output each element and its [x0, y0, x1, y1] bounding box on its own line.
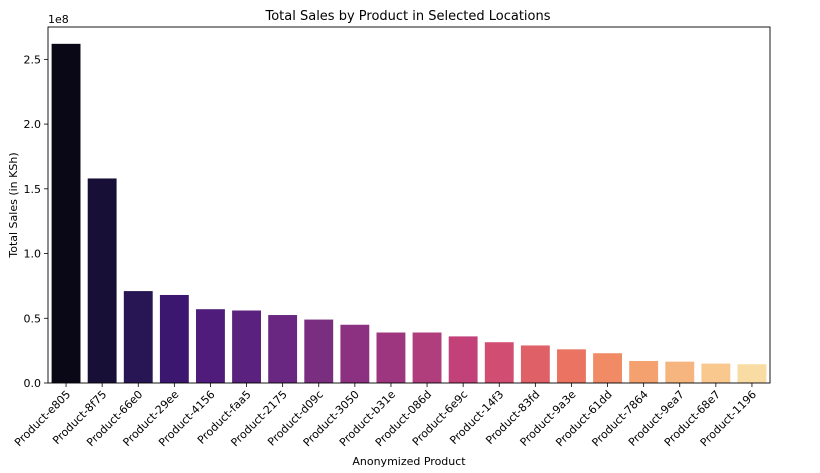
bar-product-29ee [159, 294, 189, 383]
y-axis-offset-label: 1e8 [48, 13, 69, 26]
bar-product-086d [412, 332, 442, 383]
bar-product-b31e [376, 332, 406, 383]
y-tick-label: 2.0 [24, 118, 42, 131]
bar-product-3050 [340, 324, 370, 383]
bar-product-61dd [593, 353, 622, 383]
bar-product-9a3e [557, 349, 586, 383]
y-tick-label: 0.5 [24, 312, 42, 325]
chart-title: Total Sales by Product in Selected Locat… [264, 9, 550, 24]
bar-product-7864 [629, 360, 659, 383]
y-axis-label: Total Sales (in KSh) [7, 152, 20, 258]
bar-product-faa5 [232, 310, 261, 383]
bar-product-14f3 [484, 342, 514, 383]
y-tick-label: 1.5 [24, 183, 42, 196]
bar-product-d09c [304, 319, 334, 383]
bar-product-4156 [196, 309, 225, 383]
bars-group [51, 43, 767, 383]
bar-product-66e0 [123, 291, 153, 383]
plot-area-frame [47, 26, 771, 384]
bar-product-68e7 [701, 363, 731, 383]
y-tick-label: 2.5 [24, 53, 42, 66]
bar-product-9ea7 [665, 361, 695, 383]
bar-product-83fd [520, 345, 550, 383]
x-axis-ticks: Product-e805Product-8f75Product-66e0Prod… [12, 383, 759, 449]
bar-product-e805 [51, 43, 81, 383]
bar-product-8f75 [87, 178, 117, 383]
y-axis-ticks: 0.0 0.5 1.0 1.5 2.0 2.5 [24, 53, 48, 390]
y-tick-label: 0.0 [24, 377, 42, 390]
bar-product-6e9c [448, 336, 478, 383]
bar-product-2175 [268, 315, 298, 383]
y-tick-label: 1.0 [24, 248, 42, 261]
bar-product-1196 [737, 364, 767, 383]
x-axis-label: Anonymized Product [352, 455, 466, 468]
